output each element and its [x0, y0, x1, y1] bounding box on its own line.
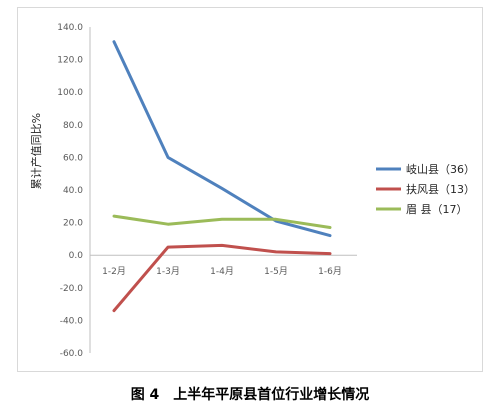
series-line-3	[112, 214, 332, 229]
x-tick-label: 1-3月	[156, 266, 180, 277]
x-tick-label: 1-2月	[102, 266, 126, 277]
x-tick-labels: 1-2月 1-3月 1-4月 1-5月 1-6月	[102, 266, 342, 277]
y-tick-label: 40.0	[63, 186, 83, 196]
chart-frame: 140.0 120.0 100.0 80.0 60.0 40.0 20.0 0.0 -20.0 -…	[17, 7, 483, 372]
y-tick-label: -20.0	[60, 284, 84, 294]
legend-label: 岐山县（36）	[406, 163, 475, 176]
y-axis-label: 累计产值同比%	[29, 113, 43, 189]
y-tick-label: 60.0	[63, 153, 83, 163]
y-tick-label: 100.0	[57, 88, 83, 98]
series-line-1	[112, 40, 332, 238]
legend-label: 眉 县（17）	[406, 203, 468, 216]
y-tick-labels: 140.0 120.0 100.0 80.0 60.0 40.0 20.0 0.0 -20.0 -…	[57, 23, 83, 359]
series-lines	[112, 40, 332, 313]
line-chart: 140.0 120.0 100.0 80.0 60.0 40.0 20.0 0.0 -20.0 -…	[29, 23, 475, 359]
y-tick-label: 0.0	[69, 251, 84, 261]
x-tick-label: 1-6月	[318, 266, 342, 277]
y-tick-label: 140.0	[57, 23, 83, 33]
y-tick-label: -40.0	[60, 316, 84, 326]
legend: 岐山县（36） 扶风县（13） 眉 县（17）	[376, 163, 475, 216]
figure-caption: 图 4 上半年平原县首位行业增长情况	[130, 387, 370, 403]
x-tick-label: 1-5月	[264, 266, 288, 277]
y-tick-label: 120.0	[57, 56, 83, 66]
x-tick-label: 1-4月	[210, 266, 234, 277]
y-tick-label: -60.0	[60, 349, 84, 359]
series-line-2	[112, 243, 332, 313]
y-tick-label: 80.0	[63, 121, 83, 131]
y-tick-label: 20.0	[63, 219, 83, 229]
legend-label: 扶风县（13）	[406, 182, 475, 196]
